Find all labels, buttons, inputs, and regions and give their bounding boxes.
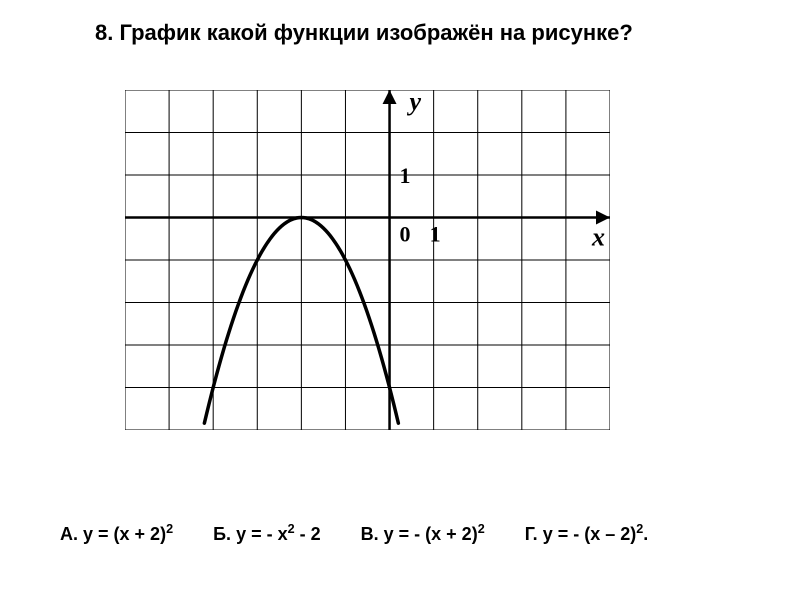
question-number: 8.	[95, 20, 113, 45]
answer-options: А. y = (x + 2)2 Б. y = - x2 - 2 В. y = -…	[60, 522, 780, 545]
parabola-chart: yx011	[125, 90, 610, 430]
svg-text:1: 1	[430, 222, 441, 247]
question-text: График какой функции изображён на рисунк…	[119, 20, 632, 45]
answer-g: Г. y = - (x – 2)2.	[525, 522, 649, 545]
svg-text:y: y	[407, 90, 422, 116]
question-title: 8. График какой функции изображён на рис…	[95, 20, 633, 46]
svg-text:x: x	[591, 223, 605, 252]
answer-b: Б. y = - x2 - 2	[213, 522, 321, 545]
svg-text:1: 1	[400, 163, 411, 188]
answer-a: А. y = (x + 2)2	[60, 522, 173, 545]
answer-v: В. y = - (x + 2)2	[361, 522, 485, 545]
svg-text:0: 0	[400, 222, 411, 247]
